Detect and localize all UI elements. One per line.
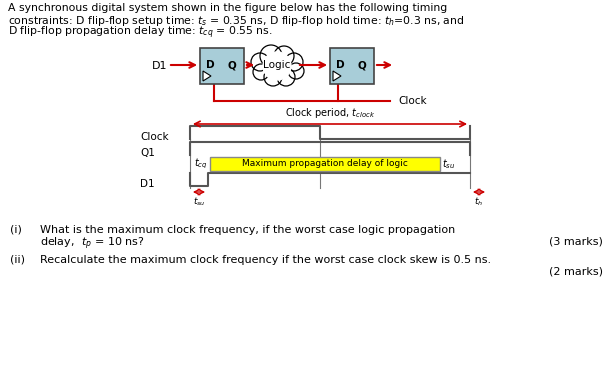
Text: Recalculate the maximum clock frequency if the worst case clock skew is 0.5 ns.: Recalculate the maximum clock frequency … <box>40 255 491 265</box>
Circle shape <box>285 53 303 71</box>
Text: D flip-flop propagation delay time: $t_{cq}$ = 0.55 ns.: D flip-flop propagation delay time: $t_{… <box>8 25 273 41</box>
Text: Q: Q <box>357 60 367 70</box>
Text: Q1: Q1 <box>140 148 155 158</box>
Circle shape <box>251 53 269 71</box>
Text: Maximum propagation delay of logic: Maximum propagation delay of logic <box>242 160 408 169</box>
Text: What is the maximum clock frequency, if the worst case logic propagation: What is the maximum clock frequency, if … <box>40 225 455 235</box>
Text: (3 marks): (3 marks) <box>549 236 603 246</box>
Text: Logic: Logic <box>263 60 291 70</box>
Text: (2 marks): (2 marks) <box>549 266 603 276</box>
Text: D1: D1 <box>140 179 155 189</box>
Circle shape <box>263 52 291 80</box>
Text: D: D <box>335 60 345 70</box>
Polygon shape <box>333 71 341 81</box>
Text: Clock: Clock <box>140 132 169 142</box>
Text: $t_h$: $t_h$ <box>474 196 483 208</box>
Polygon shape <box>203 71 211 81</box>
Text: $t_{su}$: $t_{su}$ <box>442 157 455 171</box>
Circle shape <box>288 63 304 79</box>
Text: constraints: D flip-flop setup time: $t_s$ = 0.35 ns, D flip-flop hold time: $t_: constraints: D flip-flop setup time: $t_… <box>8 14 464 28</box>
Circle shape <box>274 46 294 66</box>
Text: D1: D1 <box>152 61 167 71</box>
Circle shape <box>253 64 269 80</box>
FancyBboxPatch shape <box>200 48 244 84</box>
Circle shape <box>260 45 282 67</box>
FancyBboxPatch shape <box>210 157 440 171</box>
Circle shape <box>277 68 295 86</box>
Text: Clock period, $t_{clock}$: Clock period, $t_{clock}$ <box>285 106 375 120</box>
Text: D: D <box>206 60 214 70</box>
Text: (i): (i) <box>10 225 22 235</box>
Text: delay,  $t_p$ = 10 ns?: delay, $t_p$ = 10 ns? <box>40 236 145 252</box>
Text: (ii): (ii) <box>10 255 25 265</box>
Text: Clock: Clock <box>398 96 426 106</box>
Text: $t_{su}$: $t_{su}$ <box>192 196 205 208</box>
Circle shape <box>264 68 282 86</box>
FancyBboxPatch shape <box>330 48 374 84</box>
Text: $t_{cq}$: $t_{cq}$ <box>194 157 208 171</box>
Text: Q: Q <box>228 60 236 70</box>
Text: A synchronous digital system shown in the figure below has the following timing: A synchronous digital system shown in th… <box>8 3 447 13</box>
